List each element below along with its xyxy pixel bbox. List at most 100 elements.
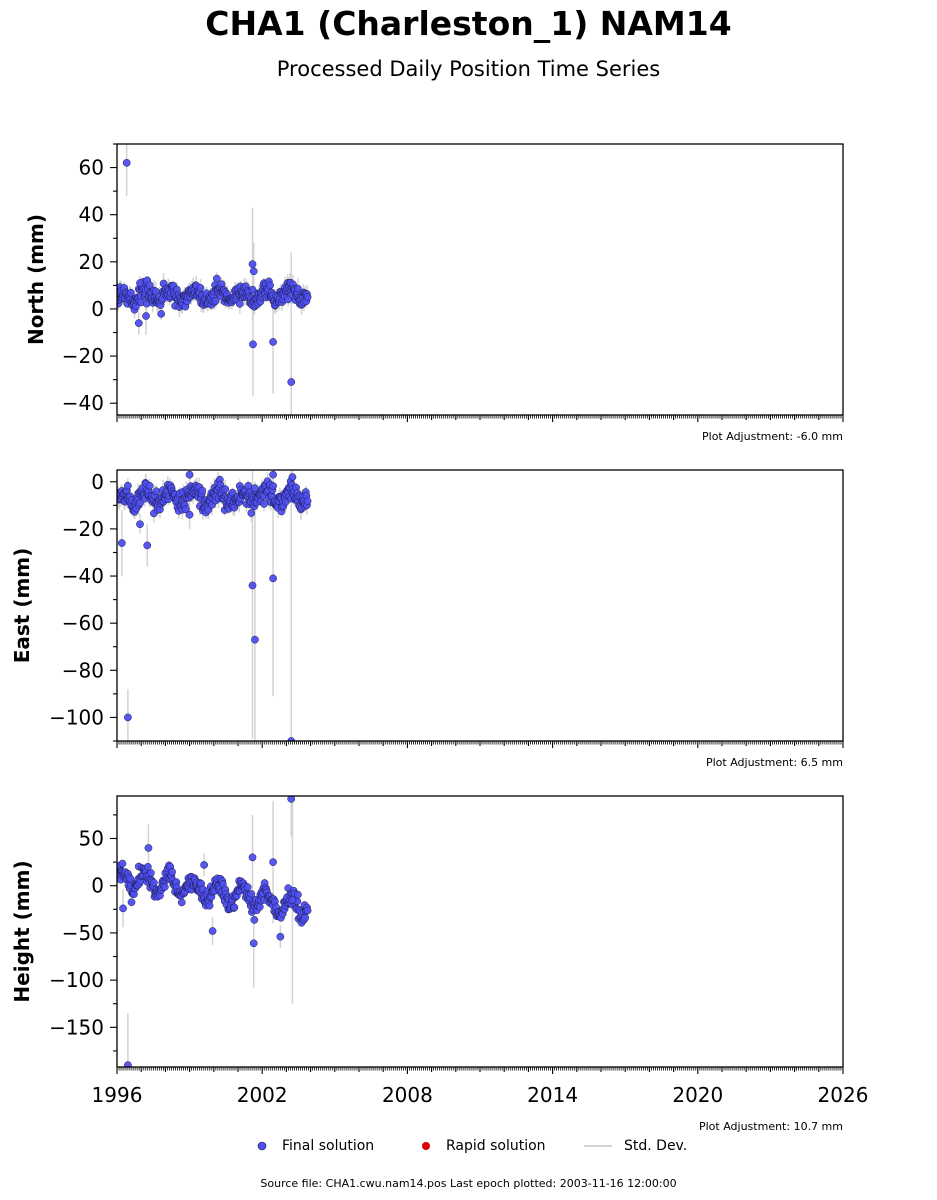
legend: Final solution Rapid solution Std. Dev. — [0, 1138, 937, 1158]
data-point — [303, 906, 312, 915]
final-solution-marker-icon — [257, 1141, 267, 1151]
data-point — [157, 310, 166, 318]
x-tick-label: 2002 — [237, 1083, 288, 1107]
data-point — [117, 539, 126, 547]
y-tick-label: 0 — [91, 297, 104, 321]
data-point — [185, 470, 194, 479]
data-point — [294, 890, 302, 899]
data-point — [235, 299, 244, 308]
data-point — [269, 338, 277, 346]
data-point — [276, 932, 285, 941]
y-tick-label: −100 — [49, 705, 104, 729]
data-point — [247, 509, 256, 517]
data-point — [249, 340, 257, 349]
x-tick-label: 2026 — [818, 1083, 869, 1107]
y-tick-label: −40 — [62, 564, 104, 588]
data-point — [247, 890, 256, 898]
data-point — [118, 859, 127, 868]
plot-frame — [116, 143, 844, 416]
data-point — [124, 713, 132, 722]
data-point — [211, 296, 220, 305]
data-point — [134, 319, 143, 327]
data-point — [182, 505, 190, 514]
chart-title: CHA1 (Charleston_1) NAM14 — [205, 4, 732, 43]
data-point — [250, 916, 259, 924]
y-tick-label: −100 — [49, 968, 104, 992]
y-tick-label: −60 — [62, 611, 104, 635]
chart-subtitle: Processed Daily Position Time Series — [276, 57, 661, 81]
y-tick-label: −150 — [49, 1015, 104, 1039]
data-point — [260, 500, 268, 508]
data-layer — [117, 144, 312, 415]
data-point — [248, 260, 257, 269]
data-point — [200, 861, 208, 869]
data-point — [249, 939, 258, 948]
data-point — [230, 903, 239, 912]
y-tick-label: 20 — [79, 250, 104, 274]
y-tick-label: 0 — [91, 470, 104, 494]
plot-frame — [116, 795, 844, 1068]
data-point — [251, 635, 259, 644]
y-axis-label: North (mm) — [24, 214, 48, 345]
data-point — [127, 288, 135, 297]
data-point — [301, 913, 310, 922]
std-dev-line-icon — [584, 1145, 612, 1147]
y-tick-label: −50 — [62, 921, 104, 945]
data-point — [124, 481, 132, 490]
data-point — [287, 737, 296, 741]
data-point — [124, 1061, 132, 1067]
data-point — [196, 284, 205, 292]
data-point — [248, 853, 257, 862]
legend-item-final: Final solution — [256, 1138, 374, 1154]
data-point — [243, 883, 252, 891]
x-tick-label: 2008 — [382, 1083, 433, 1107]
data-point — [287, 796, 296, 803]
data-point — [294, 284, 302, 293]
data-point — [142, 312, 150, 320]
y-tick-label: −20 — [62, 517, 104, 541]
legend-item-std: Std. Dev. — [584, 1138, 687, 1154]
data-point — [136, 520, 144, 529]
data-point — [244, 481, 253, 490]
data-point — [212, 274, 221, 283]
data-point — [144, 844, 153, 852]
legend-label-std: Std. Dev. — [624, 1138, 688, 1154]
data-point — [147, 869, 155, 877]
data-point — [248, 581, 257, 590]
panel-3: 1996 2002 2008 2014 2020 2026 −150 −100 −50 0 50 He… — [10, 795, 869, 1133]
data-point — [303, 293, 312, 301]
data-point — [145, 481, 154, 490]
data-point — [150, 878, 158, 887]
y-axis-label: Height (mm) — [10, 860, 34, 1002]
plot-adjustment-note: Plot Adjustment: -6.0 mm — [702, 430, 843, 443]
data-point — [136, 279, 144, 287]
data-point — [152, 487, 161, 496]
legend-label-final: Final solution — [282, 1138, 375, 1154]
data-point — [205, 901, 214, 910]
y-tick-label: −40 — [62, 391, 104, 415]
data-point — [208, 927, 217, 935]
data-point — [251, 484, 259, 492]
data-point — [127, 898, 136, 907]
y-tick-label: 40 — [79, 203, 104, 227]
data-point — [287, 378, 296, 386]
source-footer: Source file: CHA1.cwu.nam14.pos Last epo… — [260, 1177, 677, 1190]
data-point — [221, 485, 230, 493]
data-layer — [117, 470, 312, 741]
y-tick-label: 50 — [79, 826, 104, 850]
data-point — [119, 904, 127, 913]
panel-1: −40 −20 0 20 40 60 North (mm) Plot Adjustment: … — [24, 143, 844, 443]
data-point — [144, 862, 152, 871]
data-point — [269, 482, 277, 490]
data-point — [255, 903, 264, 911]
y-tick-label: −20 — [62, 344, 104, 368]
data-point — [143, 541, 152, 550]
legend-item-rapid: Rapid solution — [420, 1138, 546, 1154]
x-tick-label: 1996 — [92, 1083, 143, 1107]
data-point — [185, 510, 194, 519]
data-point — [145, 281, 154, 290]
legend-label-rapid: Rapid solution — [446, 1138, 546, 1154]
data-point — [168, 868, 176, 876]
x-tick-label: 2020 — [672, 1083, 723, 1107]
